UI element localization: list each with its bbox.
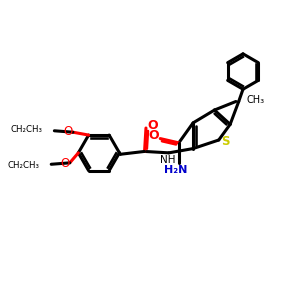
- Text: O: O: [149, 129, 159, 142]
- Text: S: S: [221, 135, 229, 148]
- Text: CH₂CH₃: CH₂CH₃: [11, 125, 42, 134]
- Text: CH₃: CH₃: [247, 95, 265, 105]
- Text: O: O: [147, 119, 158, 132]
- Text: O: O: [64, 125, 73, 138]
- Text: O: O: [61, 157, 70, 170]
- Text: H₂N: H₂N: [164, 165, 187, 175]
- Text: CH₂CH₃: CH₂CH₃: [7, 161, 39, 170]
- Text: NH: NH: [160, 155, 176, 165]
